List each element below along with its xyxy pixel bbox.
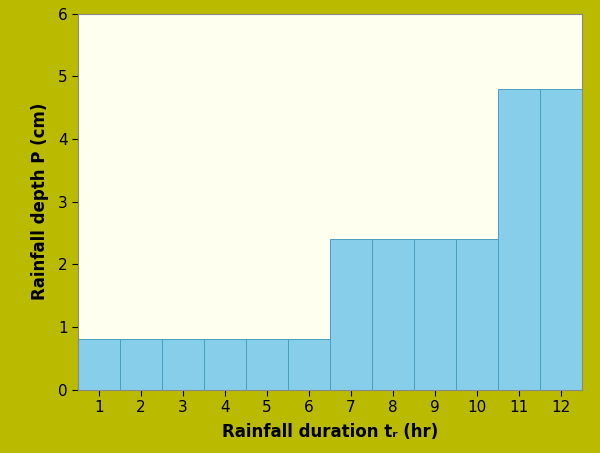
X-axis label: Rainfall duration tᵣ (hr): Rainfall duration tᵣ (hr) <box>222 424 438 441</box>
Bar <box>372 239 414 390</box>
Y-axis label: Rainfall depth P (cm): Rainfall depth P (cm) <box>31 103 49 300</box>
Bar <box>204 339 246 390</box>
Bar <box>414 239 456 390</box>
Bar <box>330 239 372 390</box>
Bar <box>162 339 204 390</box>
Bar <box>288 339 330 390</box>
Bar <box>456 239 498 390</box>
Bar <box>498 89 540 390</box>
Bar <box>540 89 582 390</box>
Bar <box>78 339 120 390</box>
Bar <box>120 339 162 390</box>
Bar <box>246 339 288 390</box>
